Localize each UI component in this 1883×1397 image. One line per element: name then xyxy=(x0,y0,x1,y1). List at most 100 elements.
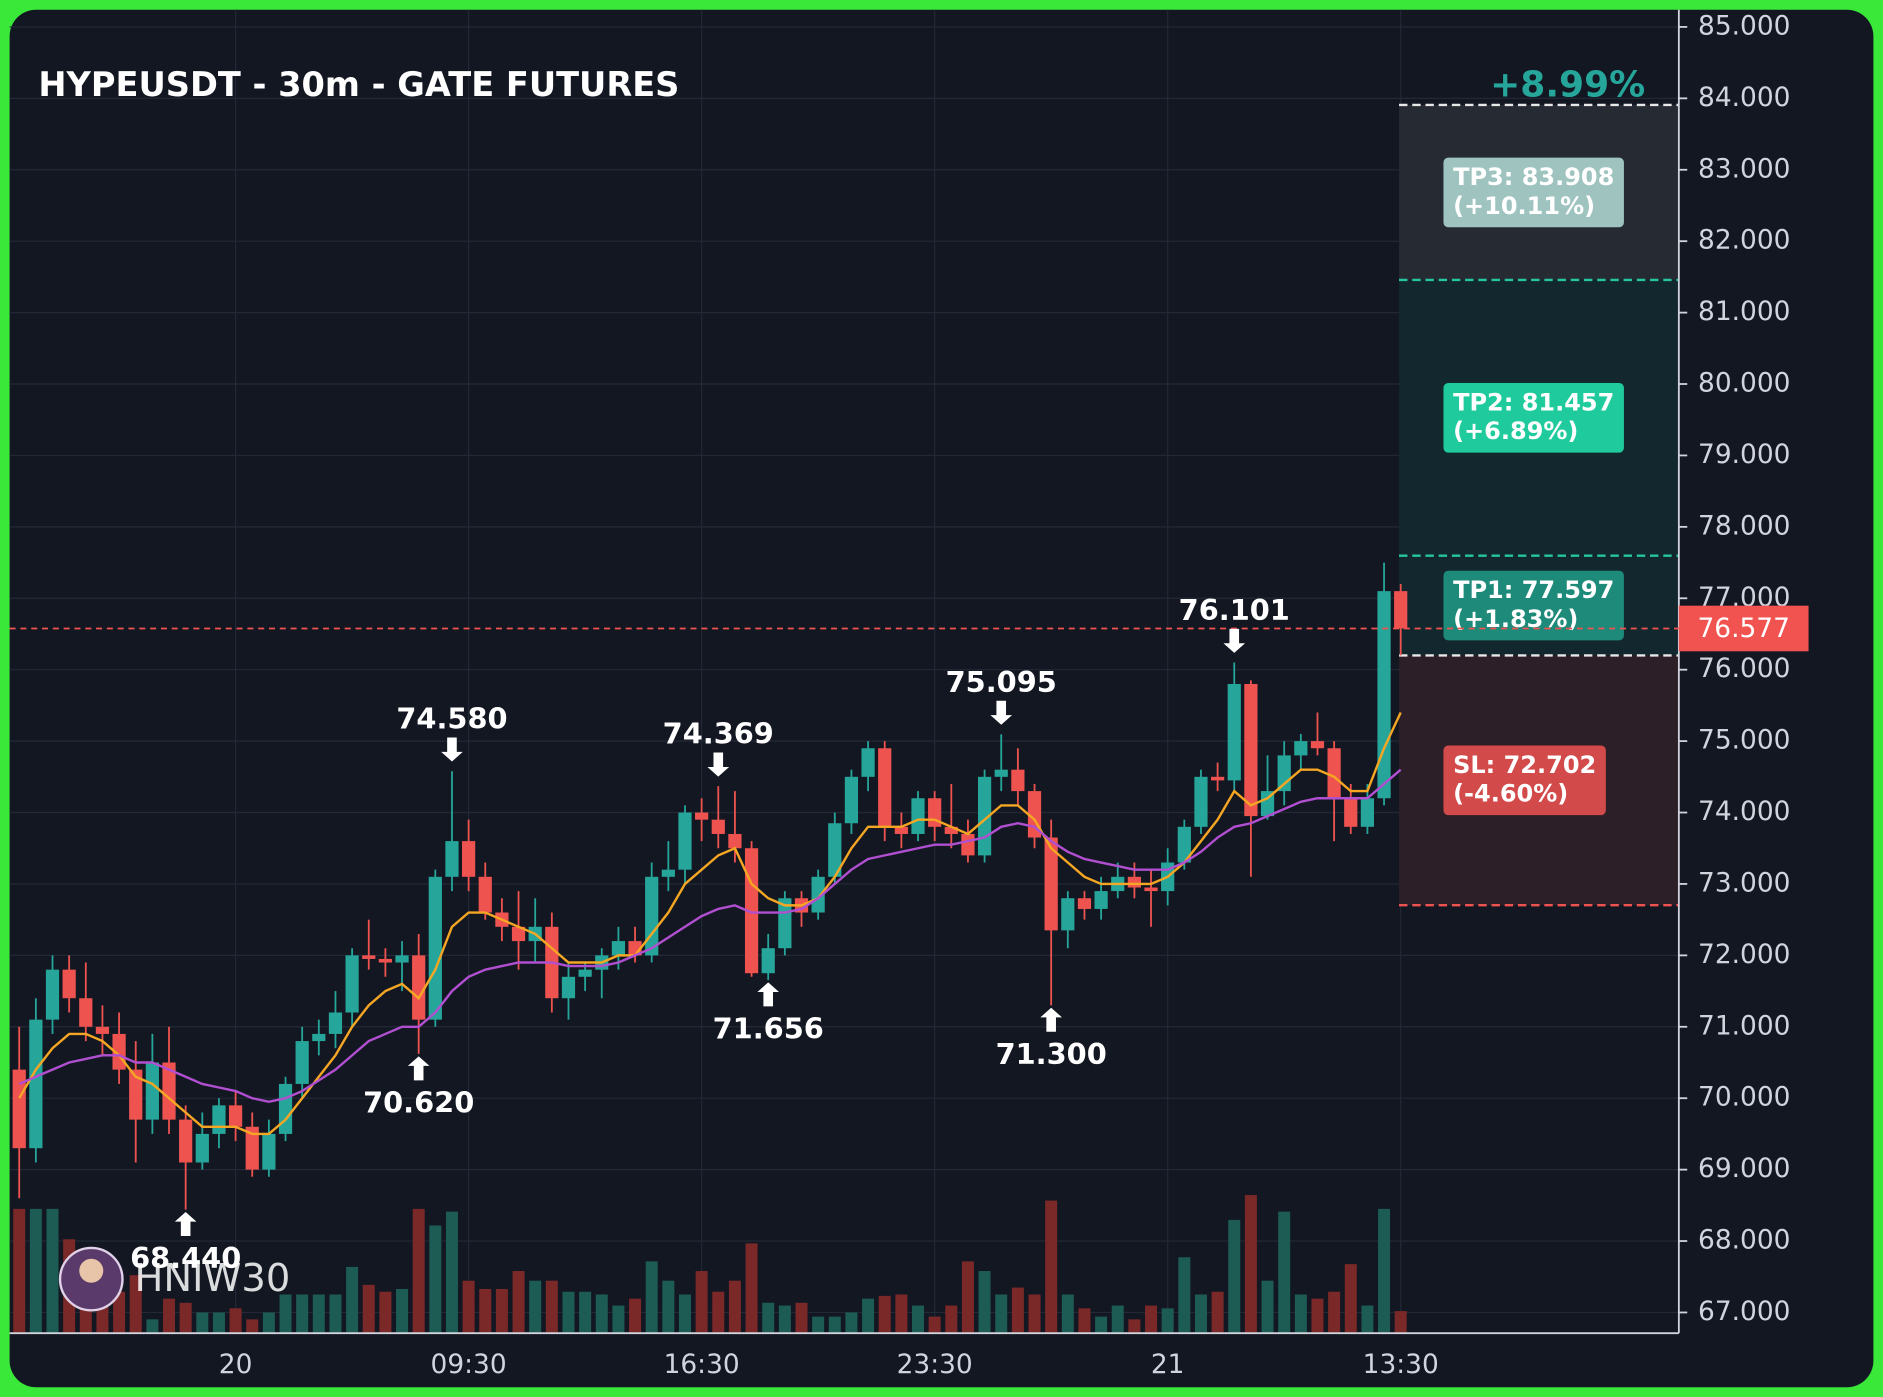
volume-bar xyxy=(129,1275,142,1334)
candle-body xyxy=(1194,776,1208,827)
volume-bar xyxy=(1228,1219,1241,1334)
annotation-arrow xyxy=(174,1212,197,1237)
volume-bar xyxy=(462,1280,475,1334)
level-label-box xyxy=(1443,570,1624,641)
candle-body xyxy=(412,955,426,1020)
candle-body xyxy=(195,1133,209,1163)
volume-bar xyxy=(229,1308,242,1334)
candle-body xyxy=(378,958,392,963)
candle-body xyxy=(511,926,526,942)
candle-body xyxy=(478,876,492,913)
volume-bar xyxy=(212,1312,225,1334)
volume-bar xyxy=(262,1312,275,1334)
candle-body xyxy=(1094,891,1108,909)
candle-body xyxy=(561,976,576,999)
candle-body xyxy=(894,826,908,834)
annotation-label: 71.300 xyxy=(996,1037,1107,1071)
volume-bar xyxy=(728,1280,741,1334)
annotation-label: 76.101 xyxy=(1179,593,1290,627)
volume-bar xyxy=(995,1294,1008,1334)
volume-bar xyxy=(379,1291,392,1334)
volume-bar xyxy=(1111,1305,1124,1334)
level-label-box xyxy=(1443,157,1624,228)
level-label: TP2: 81.457 xyxy=(1453,388,1614,416)
candle-body xyxy=(1327,748,1341,799)
candles-layer xyxy=(12,562,1408,1210)
candle-body xyxy=(994,769,1008,777)
candle-body xyxy=(228,1105,243,1127)
volume-bar xyxy=(978,1271,991,1334)
candle-body xyxy=(1177,826,1191,863)
annotation-arrow xyxy=(1040,1007,1062,1032)
annotation-arrow xyxy=(407,1056,430,1081)
volume-bar xyxy=(346,1266,359,1334)
annotation-label: 75.095 xyxy=(946,665,1057,699)
candle-body xyxy=(661,869,675,877)
candle-body xyxy=(179,1119,193,1163)
candle-body xyxy=(212,1105,226,1134)
volume-bar xyxy=(362,1284,375,1334)
volume-bar xyxy=(179,1302,192,1334)
last-price-label: 76.577 xyxy=(1697,613,1789,644)
volume-bar xyxy=(529,1280,542,1334)
candle-body xyxy=(1277,755,1291,792)
volume-bar xyxy=(1061,1294,1074,1334)
y-tick-label: 73.000 xyxy=(1698,867,1790,898)
level-label: (+10.11%) xyxy=(1453,192,1595,220)
candle-body xyxy=(1260,791,1275,817)
level-label: (+6.89%) xyxy=(1453,417,1578,445)
y-tick-label: 80.000 xyxy=(1698,368,1790,399)
volume-bar xyxy=(1261,1280,1274,1334)
candle-body xyxy=(12,1069,26,1149)
y-tick-label: 70.000 xyxy=(1698,1082,1790,1113)
candle-body xyxy=(811,876,825,913)
volume-bar xyxy=(612,1305,625,1334)
candle-body xyxy=(278,1083,293,1134)
candle-body xyxy=(645,876,659,956)
x-tick-label: 23:30 xyxy=(897,1349,973,1380)
volume-bar xyxy=(812,1316,825,1334)
candle-body xyxy=(395,955,409,963)
volume-bar xyxy=(629,1298,642,1334)
annotation-label: 70.620 xyxy=(363,1085,474,1119)
candle-body xyxy=(944,826,958,834)
candle-body xyxy=(129,1069,143,1120)
y-tick-label: 67.000 xyxy=(1698,1296,1790,1327)
candle-body xyxy=(1294,741,1308,756)
position-percent: +8.99% xyxy=(1490,65,1645,106)
y-tick-label: 83.000 xyxy=(1698,153,1790,184)
volume-bar xyxy=(1161,1308,1174,1334)
volume-bar xyxy=(579,1291,592,1334)
level-label: (-4.60%) xyxy=(1453,780,1568,808)
volume-bar xyxy=(961,1261,974,1334)
candle-body xyxy=(961,833,975,856)
volume-bar xyxy=(296,1294,309,1334)
y-tick-label: 76.000 xyxy=(1698,653,1790,684)
y-tick-label: 82.000 xyxy=(1698,225,1790,256)
volume-bar xyxy=(1278,1211,1291,1334)
overlay-layer: 67.000 68.000 69.000 70.000 71.000 72.000 73.0… xyxy=(9,9,1809,1380)
level-label-box xyxy=(1443,382,1624,453)
candle-body xyxy=(1144,887,1158,892)
x-tick-label: 09:30 xyxy=(431,1349,507,1380)
volume-bar xyxy=(412,1208,425,1334)
x-tick-label: 20 xyxy=(219,1349,253,1380)
annotation-label: 71.656 xyxy=(713,1011,824,1045)
volume-bar xyxy=(163,1298,176,1334)
candle-body xyxy=(1344,798,1358,827)
y-tick-label: 78.000 xyxy=(1698,510,1790,541)
volume-bar xyxy=(512,1271,525,1334)
chart-title: HYPEUSDT - 30m - GATE FUTURES xyxy=(38,65,679,104)
candle-body xyxy=(29,1019,43,1149)
volume-bar xyxy=(1361,1305,1374,1334)
candle-body xyxy=(1310,741,1325,749)
annotation-arrow xyxy=(441,737,463,762)
annotation-label: 74.369 xyxy=(663,717,774,751)
candle-body xyxy=(1127,876,1141,888)
volume-bar xyxy=(1394,1311,1407,1334)
annotation-arrow xyxy=(757,982,780,1007)
volume-bar xyxy=(562,1291,575,1334)
candle-body xyxy=(95,1026,110,1034)
